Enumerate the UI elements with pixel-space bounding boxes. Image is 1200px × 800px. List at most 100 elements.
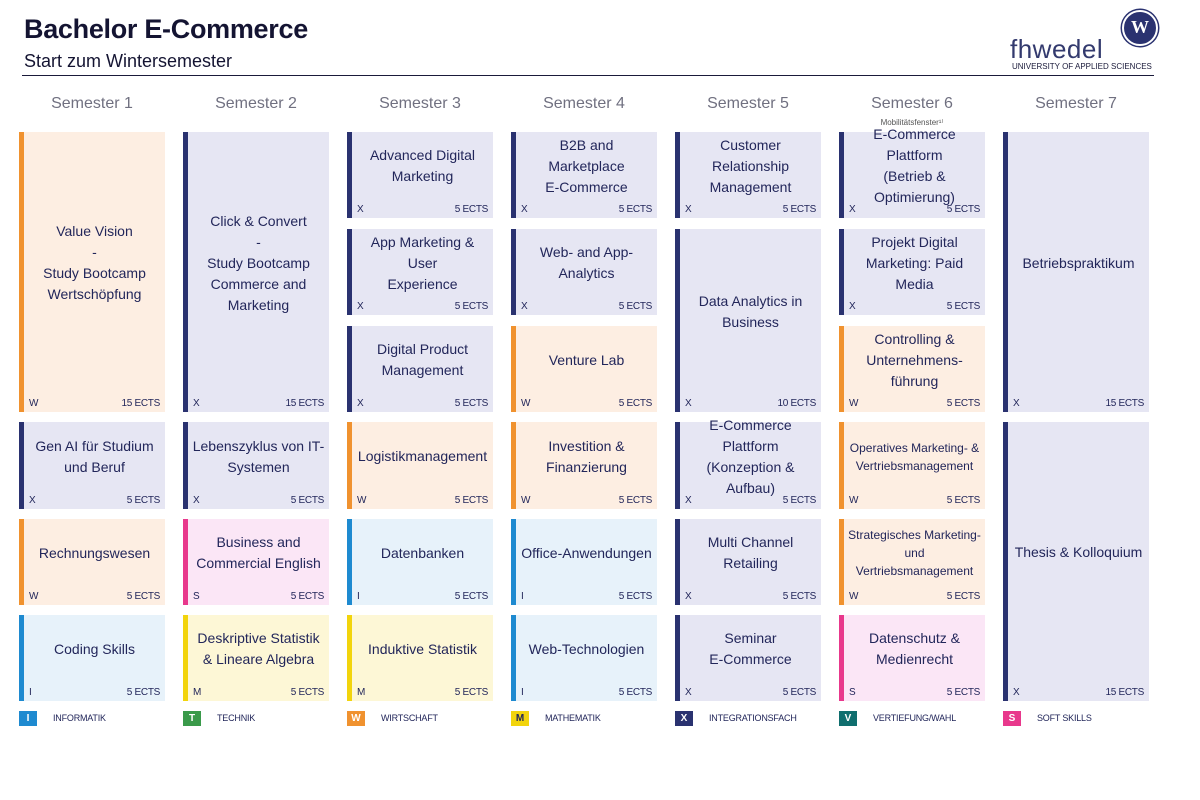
- module-card[interactable]: B2B and Marketplace E-Commerce X 5 ECTS: [511, 132, 657, 218]
- module-ects: 5 ECTS: [454, 687, 489, 698]
- module-category-code: S: [849, 687, 856, 698]
- module-card[interactable]: Data Analytics in Business X 10 ECTS: [675, 229, 821, 412]
- module-ects: 5 ECTS: [946, 301, 981, 312]
- module-title: Seminar E-Commerce: [709, 630, 792, 667]
- module-card[interactable]: E-Commerce Plattform (Konzeption & Aufba…: [675, 416, 821, 509]
- module-ects: 5 ECTS: [290, 495, 325, 506]
- header-rule: [22, 75, 1154, 76]
- module-category-code: X: [357, 398, 364, 409]
- legend-label: TECHNIK: [217, 713, 256, 723]
- module-card[interactable]: Customer Relationship Management X 5 ECTS: [675, 132, 821, 218]
- module-title: Betriebspraktikum: [1022, 254, 1135, 271]
- module-category-code: X: [521, 301, 528, 312]
- legend-label: MATHEMATIK: [545, 713, 601, 723]
- module-card[interactable]: Logistikmanagement W 5 ECTS: [347, 422, 493, 509]
- module-ects: 5 ECTS: [454, 591, 489, 602]
- module-ects: 5 ECTS: [946, 204, 981, 215]
- module-category-code: X: [193, 398, 200, 409]
- module-card[interactable]: Venture Lab W 5 ECTS: [511, 326, 657, 412]
- module-card[interactable]: Lebenszyklus von IT- Systemen X 5 ECTS: [183, 422, 329, 509]
- module-card[interactable]: Datenschutz & Medienrecht S 5 ECTS: [839, 615, 985, 701]
- semester-note: Mobilitätsfenster¹⁾: [880, 118, 944, 127]
- module-ects: 5 ECTS: [454, 495, 489, 506]
- fh-wedel-logo: fhwedel W UNIVERSITY OF APPLIED SCIENCES: [1010, 10, 1158, 72]
- module-card[interactable]: Click & Convert - Study Bootcamp Commerc…: [183, 132, 329, 412]
- logo-wordmark: fhwedel: [1010, 34, 1104, 64]
- module-title: Office-Anwendungen: [521, 544, 652, 561]
- module-category-code: X: [685, 687, 692, 698]
- module-card[interactable]: Coding Skills I 5 ECTS: [19, 615, 165, 701]
- module-card[interactable]: Induktive Statistik M 5 ECTS: [347, 615, 493, 701]
- module-card[interactable]: Digital Product Management X 5 ECTS: [347, 326, 493, 412]
- module-category-code: W: [29, 398, 39, 409]
- module-title: Deskriptive Statistik & Lineare Algebra: [197, 630, 320, 667]
- module-ects: 5 ECTS: [782, 204, 817, 215]
- module-category-code: X: [1013, 398, 1020, 409]
- module-title: E-Commerce Plattform (Konzeption & Aufba…: [706, 416, 795, 496]
- module-category-code: X: [357, 204, 364, 215]
- module-category-code: M: [357, 687, 366, 698]
- module-card[interactable]: E-Commerce Plattform (Betrieb & Optimier…: [839, 126, 985, 218]
- module-card[interactable]: Business and Commercial English S 5 ECTS: [183, 519, 329, 605]
- module-title: Projekt Digital Marketing: Paid Media: [865, 233, 964, 292]
- module-card[interactable]: Deskriptive Statistik & Lineare Algebra M…: [183, 615, 329, 701]
- module-card[interactable]: Operatives Marketing- & Vertriebsmanagem…: [839, 422, 985, 509]
- module-category-code: W: [849, 591, 859, 602]
- module-card[interactable]: Rechnungswesen W 5 ECTS: [19, 519, 165, 605]
- module-card[interactable]: Web- and App- Analytics X 5 ECTS: [511, 229, 657, 315]
- logo-subtitle: UNIVERSITY OF APPLIED SCIENCES: [1012, 62, 1152, 71]
- module-ects: 5 ECTS: [946, 495, 981, 506]
- module-category-code: W: [521, 495, 531, 506]
- module-category-code: W: [849, 398, 859, 409]
- legend-label: INTEGRATIONSFACH: [709, 713, 797, 723]
- module-ects: 5 ECTS: [126, 591, 161, 602]
- module-title: Venture Lab: [548, 351, 625, 368]
- module-card[interactable]: Value Vision - Study Bootcamp Wertschöpf…: [19, 132, 165, 412]
- page-subtitle: Start zum Wintersemester: [24, 51, 233, 71]
- module-card[interactable]: Strategisches Marketing- und Vertriebsma…: [839, 519, 985, 605]
- module-ects: 5 ECTS: [126, 687, 161, 698]
- module-card[interactable]: Investition & Finanzierung W 5 ECTS: [511, 422, 657, 509]
- module-card[interactable]: App Marketing & User Experience X 5 ECTS: [347, 229, 493, 315]
- module-ects: 5 ECTS: [618, 687, 653, 698]
- module-title: Induktive Statistik: [368, 640, 477, 657]
- module-card[interactable]: Datenbanken I 5 ECTS: [347, 519, 493, 605]
- module-category-code: X: [685, 495, 692, 506]
- semester-header-6: Semester 6: [871, 95, 953, 112]
- module-title: Web-Technologien: [528, 640, 645, 657]
- module-ects: 5 ECTS: [618, 398, 653, 409]
- module-card[interactable]: Projekt Digital Marketing: Paid Media X 5 …: [839, 229, 985, 315]
- module-ects: 5 ECTS: [126, 495, 161, 506]
- semester-header-2: Semester 2: [215, 95, 297, 112]
- module-title: Customer Relationship Management: [709, 136, 792, 195]
- legend-swatch: X: [675, 711, 693, 726]
- module-card[interactable]: Gen AI für Studium und Beruf X 5 ECTS: [19, 422, 165, 509]
- module-card[interactable]: Web-Technologien I 5 ECTS: [511, 615, 657, 701]
- module-ects: 5 ECTS: [946, 687, 981, 698]
- legend-swatch: W: [347, 711, 365, 726]
- module-title: Data Analytics in Business: [698, 292, 803, 330]
- module-card[interactable]: Controlling & Unternehmens- führung W 5 EC…: [839, 326, 985, 412]
- module-card[interactable]: Office-Anwendungen I 5 ECTS: [511, 519, 657, 605]
- legend-swatch: M: [511, 711, 529, 726]
- module-title: Gen AI für Studium und Beruf: [35, 437, 154, 475]
- module-card[interactable]: Thesis & Kolloquium X 15 ECTS: [1003, 422, 1149, 701]
- module-ects: 5 ECTS: [454, 398, 489, 409]
- module-ects: 5 ECTS: [618, 591, 653, 602]
- module-category-code: I: [521, 591, 524, 602]
- module-ects: 5 ECTS: [618, 204, 653, 215]
- semester-header-3: Semester 3: [379, 95, 461, 112]
- module-title: Controlling & Unternehmens- führung: [866, 330, 963, 389]
- semester-header-1: Semester 1: [51, 95, 133, 112]
- module-ects: 5 ECTS: [290, 591, 325, 602]
- module-card[interactable]: Betriebspraktikum X 15 ECTS: [1003, 132, 1149, 412]
- module-card[interactable]: Advanced Digital Marketing X 5 ECTS: [347, 132, 493, 218]
- module-title: Datenschutz & Medienrecht: [868, 630, 961, 667]
- module-card[interactable]: Multi Channel Retailing X 5 ECTS: [675, 519, 821, 605]
- module-card[interactable]: Seminar E-Commerce X 5 ECTS: [675, 615, 821, 701]
- legend-label: SOFT SKILLS: [1037, 713, 1092, 723]
- module-category-code: I: [29, 687, 32, 698]
- module-category-code: X: [685, 204, 692, 215]
- module-category-code: X: [521, 204, 528, 215]
- module-ects: 10 ECTS: [777, 398, 817, 409]
